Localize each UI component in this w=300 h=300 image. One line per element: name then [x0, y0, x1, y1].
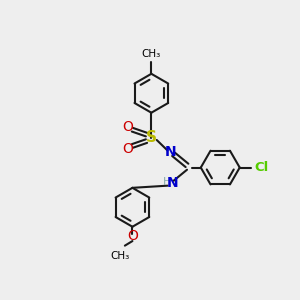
Text: H: H — [163, 177, 171, 187]
Text: O: O — [122, 142, 133, 156]
Text: Cl: Cl — [254, 161, 268, 174]
Text: O: O — [122, 120, 133, 134]
Text: N: N — [164, 145, 176, 159]
Text: S: S — [146, 130, 157, 145]
Text: CH₃: CH₃ — [142, 50, 161, 59]
Text: N: N — [167, 176, 179, 190]
Text: O: O — [127, 229, 138, 243]
Text: CH₃: CH₃ — [110, 250, 130, 260]
